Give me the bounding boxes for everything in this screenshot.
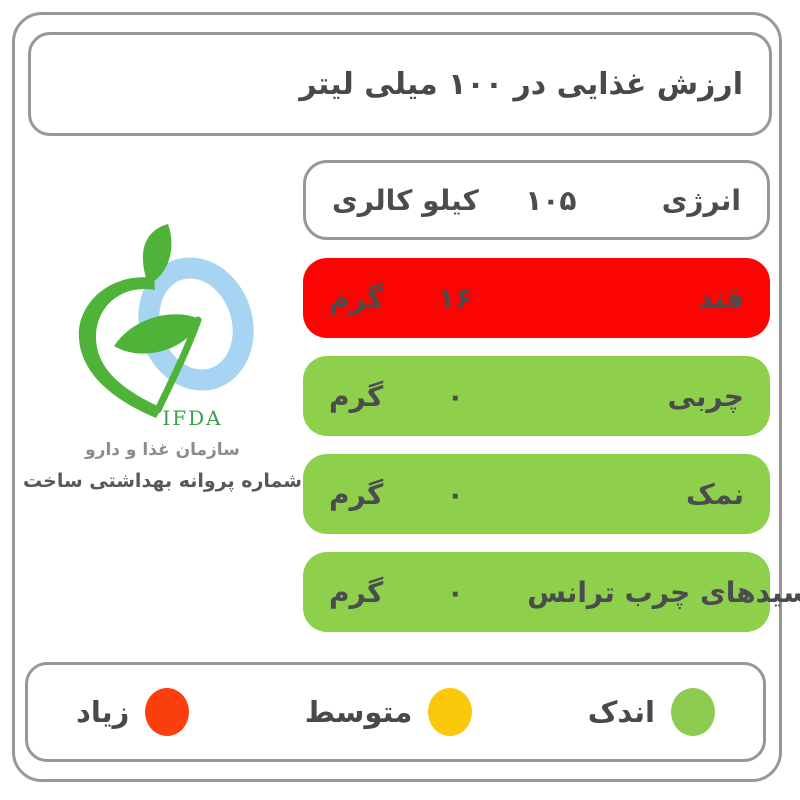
- row-unit: گرم: [329, 477, 384, 511]
- legend-label: متوسط: [304, 695, 413, 729]
- row-unit: کیلو کالری: [332, 183, 479, 217]
- legend-label: زیاد: [76, 695, 130, 729]
- row-label: قند: [698, 281, 744, 315]
- high-level-dot-icon: [145, 688, 190, 736]
- row-value: ۱۶: [438, 281, 473, 315]
- nutrition-header: ارزش غذایی در ۱۰۰ میلی لیتر: [28, 32, 772, 136]
- low-level-dot-icon: [671, 688, 715, 736]
- row-unit: گرم: [329, 379, 384, 413]
- row-unit: گرم: [329, 575, 384, 609]
- medium-level-dot-icon: [428, 688, 473, 736]
- ifda-brand-text: IFDA: [162, 406, 223, 430]
- page-title: ارزش غذایی در ۱۰۰ میلی لیتر: [299, 66, 743, 102]
- row-value: ۰: [446, 477, 464, 511]
- row-value: ۰: [446, 379, 464, 413]
- ifda-license-text: شماره پروانه بهداشتی ساخت: [23, 470, 302, 492]
- row-value: ۰: [446, 575, 464, 609]
- row-label: اسیدهای چرب ترانس: [527, 575, 800, 609]
- label-outer-frame: [12, 12, 782, 782]
- nutrition-row-fat: گرم ۰ چربی: [303, 356, 770, 436]
- ifda-apple-heart-icon: [78, 224, 254, 418]
- legend-label: اندک: [587, 695, 655, 729]
- nutrition-row-trans-fat: گرم ۰ اسیدهای چرب ترانس: [303, 552, 800, 632]
- row-unit: گرم: [329, 281, 384, 315]
- row-value: ۱۰۵: [525, 183, 577, 217]
- legend-item-high: زیاد: [76, 688, 190, 736]
- row-label: نمک: [686, 477, 744, 511]
- legend-item-low: اندک: [588, 688, 715, 736]
- nutrition-row-salt: گرم ۰ نمک: [303, 454, 770, 534]
- legend-item-medium: متوسط: [305, 688, 473, 736]
- nutrition-row-sugar: گرم ۱۶ قند: [303, 258, 770, 338]
- row-label: چربی: [667, 379, 744, 413]
- ifda-org-name: سازمان غذا و دارو: [85, 440, 240, 460]
- nutrition-row-energy: کیلو کالری ۱۰۵ انرژی: [303, 160, 770, 240]
- row-label: انرژی: [661, 183, 741, 217]
- legend-box: اندک متوسط زیاد: [25, 662, 766, 762]
- ifda-logo-block: IFDA سازمان غذا و دارو شماره پروانه بهدا…: [23, 222, 302, 492]
